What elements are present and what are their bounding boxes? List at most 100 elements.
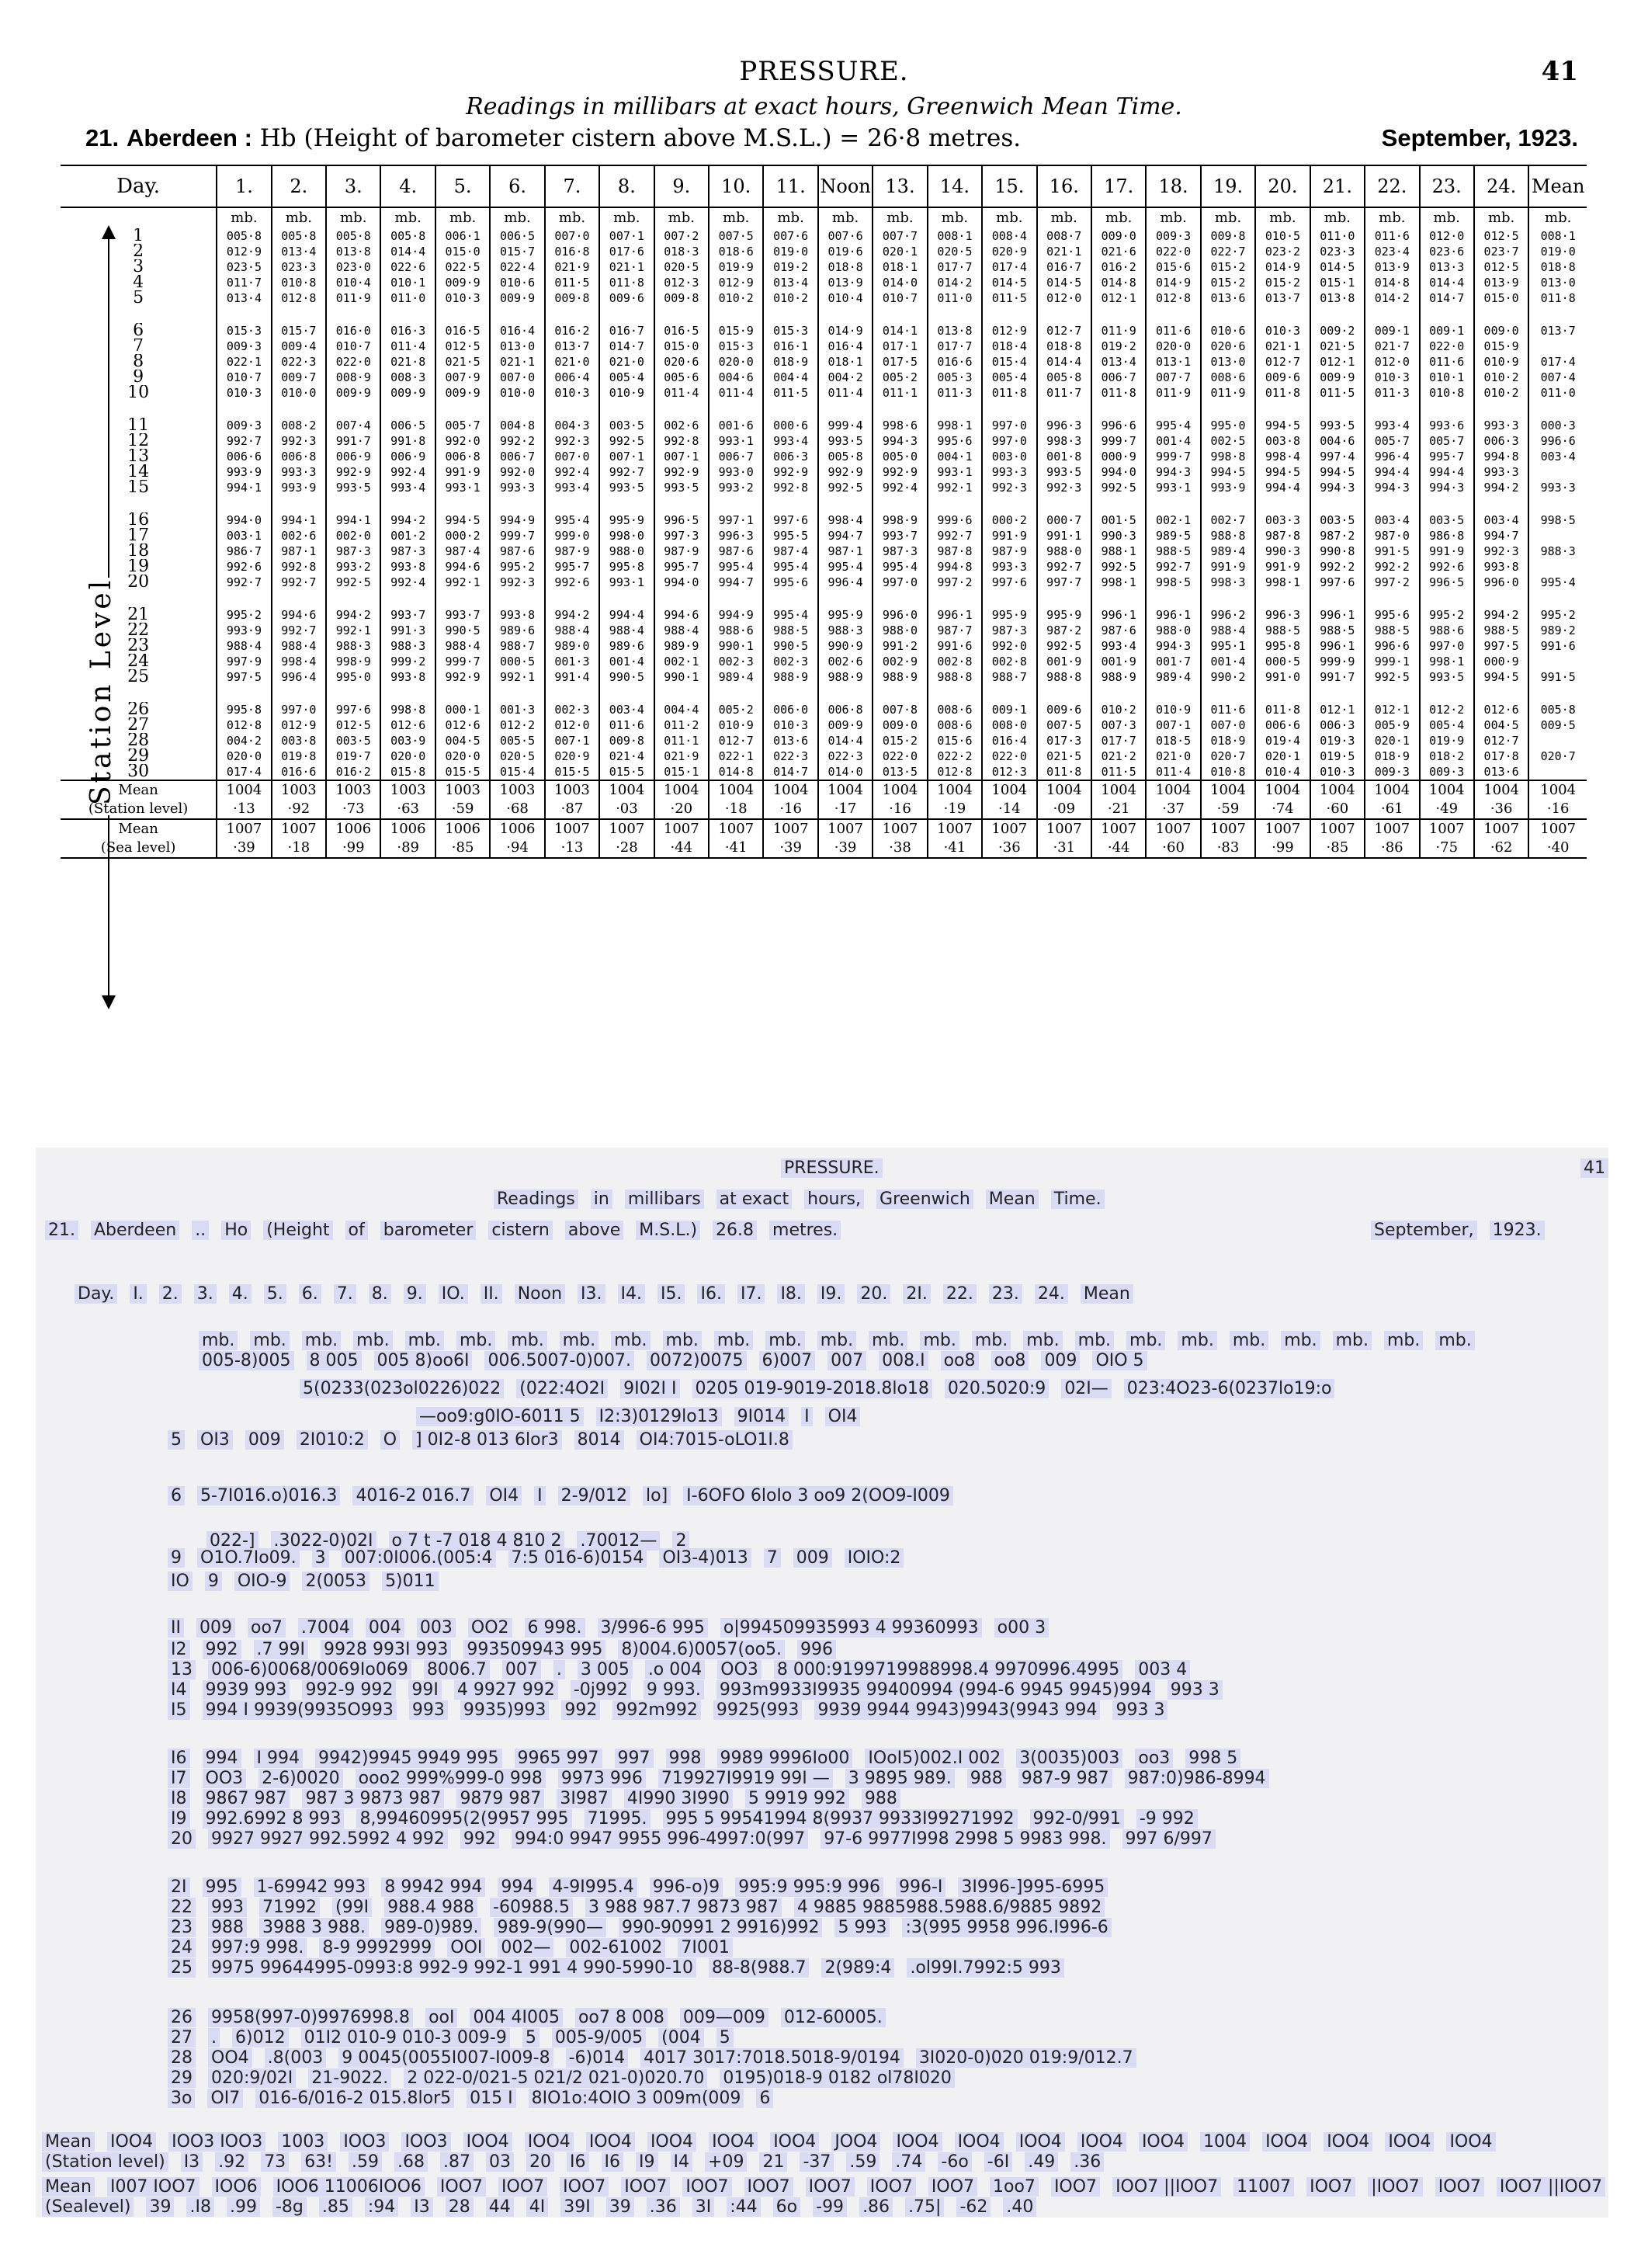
pressure-value: 988·8	[1036, 669, 1091, 685]
ocr-word: (Height	[263, 1221, 333, 1240]
pressure-value: 988·8	[926, 669, 983, 685]
ocr-word: OO2	[467, 1618, 512, 1638]
pressure-value: 005·4	[598, 370, 654, 385]
ocr-word: 7.	[333, 1284, 356, 1304]
pressure-value: 992·9	[325, 464, 381, 480]
column-header: 24.	[1473, 165, 1529, 208]
gap-cell	[270, 685, 327, 702]
ocr-word: 997 6/997	[1122, 1829, 1216, 1849]
ocr-word: I9.	[817, 1284, 845, 1304]
pressure-value: 007·6	[817, 228, 873, 244]
pressure-value: 996·1	[1145, 607, 1201, 623]
ocr-word: 2-9/012	[557, 1486, 630, 1506]
pressure-value: 004·6	[708, 370, 764, 385]
pressure-value: 988·3	[325, 638, 381, 654]
ocr-word: IOO4	[954, 2132, 1004, 2152]
pressure-value: 988·5	[1254, 623, 1310, 638]
pressure-value: 022·0	[981, 748, 1037, 764]
unit-cell: mb.	[380, 207, 435, 228]
pressure-value: 011·5	[762, 385, 818, 401]
column-header: 11.	[762, 165, 818, 208]
pressure-value: 021·6	[1090, 244, 1147, 259]
column-header: 18.	[1145, 165, 1201, 208]
pressure-value: 003·4	[1528, 449, 1587, 464]
pressure-value: 999·2	[380, 654, 435, 669]
gap-cell	[1254, 401, 1310, 418]
ocr-word: IOO4	[893, 2132, 942, 2152]
pressure-value: 020·0	[434, 748, 491, 764]
pressure-value: 998·4	[817, 512, 873, 528]
ocr-word: OIO-9	[234, 1572, 290, 1591]
ocr-word: 007:0I006.(005:4	[341, 1548, 496, 1568]
ocr-word: mb.	[1229, 1331, 1269, 1350]
column-header: Mean	[1528, 165, 1587, 208]
ocr-word: .68	[394, 2152, 428, 2172]
ocr-word: 6	[168, 1486, 185, 1506]
ocr-word: IOO4	[647, 2132, 697, 2152]
pressure-value: 998·1	[1418, 654, 1474, 669]
gap-cell	[1145, 306, 1201, 323]
table-row: 9 010·7 009·7 008·9 008·3 007·9 007·0 006·4 005·…	[61, 370, 1587, 385]
pressure-value: 992·7	[1145, 559, 1201, 575]
pressure-value: 003·5	[1418, 512, 1474, 528]
pressure-value: 022·1	[216, 354, 272, 370]
pressure-value: 002·8	[981, 654, 1037, 669]
pressure-value: 997·1	[708, 512, 764, 528]
day-number: 20	[127, 575, 150, 590]
pressure-value: 992·9	[817, 464, 873, 480]
pressure-value: 009·3	[216, 418, 272, 433]
mean-sea-value: 1007	[270, 818, 327, 839]
mean-station-decimal: ·49	[1418, 800, 1474, 819]
arrow-down-icon	[102, 995, 116, 1009]
mean-sea-row-2: (Sea level) ·39·18·99·89·85·94·13·28·44·4…	[61, 839, 1587, 859]
ocr-line: Mean I007 IOO7 IOO6 IOO6 11006IOO6 IOO7 IOO7 I…	[42, 2177, 1608, 2197]
ocr-line: 28 OO4.8(003 9 0045(0055I007-I009-8 -6)014 4…	[168, 2048, 1608, 2068]
ocr-word: 994	[202, 1749, 241, 1768]
ocr-word: 8014	[574, 1430, 624, 1450]
ocr-word: mb.	[1126, 1331, 1166, 1350]
ocr-word: 5	[522, 2028, 540, 2047]
ocr-word: 3 988 987.7 9873 987	[585, 1898, 782, 1917]
pressure-value: 012·0	[543, 717, 600, 733]
pressure-value: 003·9	[380, 733, 435, 748]
ocr-word: 20.	[857, 1284, 891, 1304]
mean-station-label: Mean	[61, 780, 217, 800]
mean-station-value: 1004	[817, 780, 873, 800]
ocr-word: 995	[202, 1877, 241, 1897]
pressure-value: 994·5	[1199, 464, 1256, 480]
mean-station-decimal: ·17	[817, 800, 873, 819]
ocr-word: 8)004.6)0057(oo5.	[618, 1640, 786, 1659]
pressure-value: 014·5	[1036, 275, 1091, 290]
ocr-word: 9965 997	[514, 1749, 602, 1768]
gap-cell	[981, 685, 1037, 702]
pressure-value: 988·5	[1473, 623, 1529, 638]
ocr-word: I9	[636, 2152, 658, 2172]
pressure-value: 022·0	[1145, 244, 1201, 259]
pressure-value	[1528, 339, 1587, 354]
ocr-line: 26 9958(997-0)9976998.8 ooI 004 4I005 oo7 8 …	[168, 2008, 1608, 2027]
ocr-word: OI4	[824, 1407, 861, 1426]
pressure-value: 993·1	[708, 433, 764, 449]
ocr-word: 2-6)0020	[258, 1769, 343, 1788]
day-number: 24	[127, 654, 150, 669]
pressure-value: 002·3	[543, 702, 600, 717]
ocr-word: 02I—	[1061, 1379, 1112, 1398]
gap-cell	[61, 495, 217, 512]
gap-cell	[1309, 401, 1365, 418]
column-header: 23.	[1418, 165, 1474, 208]
pressure-value: 015·0	[653, 339, 710, 354]
pressure-value: 002·6	[653, 418, 710, 433]
pressure-value: 011·4	[653, 385, 710, 401]
gap-cell	[543, 685, 600, 702]
pressure-value: 012·8	[270, 290, 327, 306]
pressure-value	[1528, 559, 1587, 575]
ocr-word: oo7 8 008	[574, 2008, 668, 2027]
ocr-line: 24 997:9 998. 8-9 9992999 OOI 002— 002-61002 7…	[168, 1938, 1608, 1957]
ocr-word: 2I.	[903, 1284, 931, 1304]
table-row: 17 003·1 002·6 002·0 001·2 000·2 999·7 999·0 998…	[61, 528, 1587, 544]
gap-cell	[981, 495, 1037, 512]
mean-station-value: 1004	[598, 780, 654, 800]
gap-cell	[1199, 495, 1256, 512]
pressure-value: 994·5	[1473, 669, 1529, 685]
gap-cell	[1473, 685, 1529, 702]
